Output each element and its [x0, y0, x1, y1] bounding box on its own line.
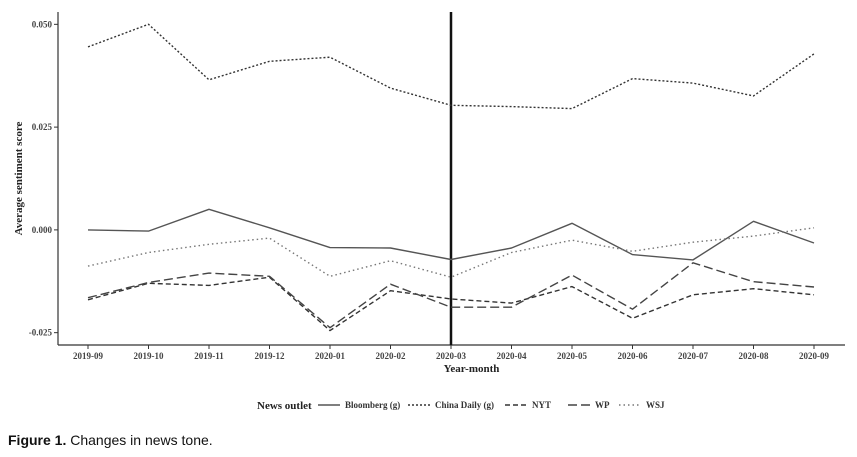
x-tick-label: 2020-08 — [739, 351, 769, 361]
series-line-bloomberg-g — [87, 208, 815, 261]
figure-label: Figure 1. — [8, 432, 67, 448]
legend-label: WSJ — [646, 400, 665, 410]
series-line-china-daily-g — [87, 23, 815, 110]
x-tick-label: 2019-10 — [134, 351, 164, 361]
legend-label: China Daily (g) — [435, 400, 494, 410]
legend-title: News outlet — [257, 400, 312, 412]
y-tick-label: -0.025 — [29, 328, 53, 338]
y-tick-label: 0.000 — [32, 225, 53, 235]
x-tick-label: 2020-06 — [618, 351, 648, 361]
legend-label: NYT — [532, 400, 551, 410]
x-tick-label: 2019-12 — [255, 351, 285, 361]
x-tick-label: 2020-01 — [315, 351, 345, 361]
x-tick-label: 2020-05 — [557, 351, 587, 361]
series-line-nyt — [87, 276, 815, 332]
x-tick-label: 2020-09 — [799, 351, 829, 361]
x-tick-label: 2019-11 — [194, 351, 224, 361]
y-axis-title: Average sentiment score — [13, 121, 25, 235]
figure-caption: Figure 1. Changes in news tone. — [8, 432, 213, 448]
legend-label: WP — [595, 400, 610, 410]
y-axis-ticks: -0.025 0.000 0.025 0.050 — [29, 19, 58, 338]
x-tick-label: 2020-02 — [376, 351, 406, 361]
legend: News outlet Bloomberg (g) China Daily (g)… — [257, 400, 665, 412]
figure-caption-text: Changes in news tone. — [70, 432, 213, 448]
series-line-wsj — [87, 227, 815, 278]
x-axis-title: Year-month — [444, 363, 500, 375]
x-tick-label: 2019-09 — [73, 351, 103, 361]
x-tick-label: 2020-03 — [436, 351, 466, 361]
x-axis-ticks: 2019-09 2019-10 2019-11 2019-12 2020-01 2020-… — [73, 345, 829, 361]
series-line-wp — [87, 262, 815, 329]
x-tick-label: 2020-07 — [678, 351, 708, 361]
y-tick-label: 0.050 — [32, 19, 53, 29]
legend-label: Bloomberg (g) — [345, 400, 400, 410]
y-tick-label: 0.025 — [32, 122, 53, 132]
x-tick-label: 2020-04 — [497, 351, 527, 361]
series-lines — [87, 23, 815, 332]
